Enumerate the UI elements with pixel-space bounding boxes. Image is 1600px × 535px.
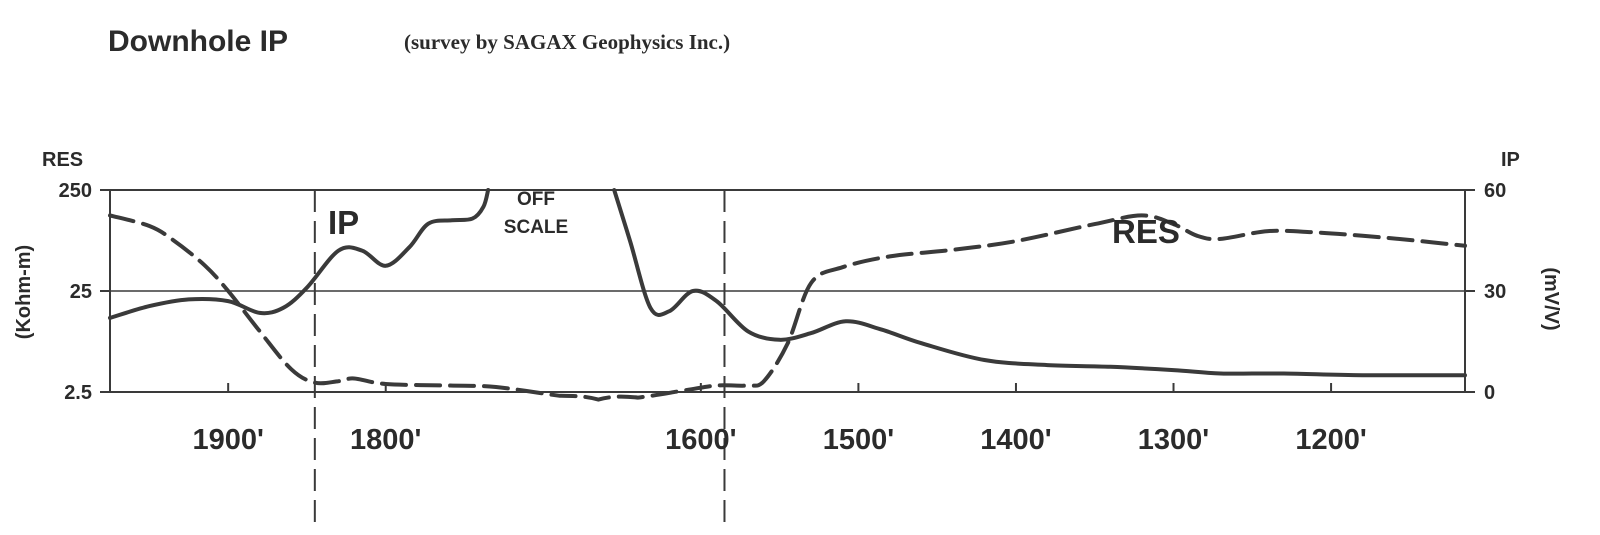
ip-series-label: IP bbox=[328, 204, 359, 241]
chart-subtitle: (survey by SAGAX Geophysics Inc.) bbox=[404, 30, 730, 54]
depth-markers bbox=[313, 190, 726, 530]
x-tick-label: 1900' bbox=[192, 424, 263, 456]
chart-title: Downhole IP bbox=[108, 25, 288, 58]
left-tick-label: 250 bbox=[59, 180, 92, 202]
ip-series-line-2 bbox=[612, 188, 1467, 378]
ip-series-line-1 bbox=[108, 188, 491, 320]
x-axis-ticks: 1900' 1800' 1600' 1500' 1400' 1300' 1200' bbox=[192, 383, 1367, 456]
left-axis-unit-label: (Kohm-m) bbox=[13, 245, 35, 339]
series-lines bbox=[108, 188, 1467, 402]
left-axis-top-label: RES bbox=[42, 149, 83, 171]
right-axis-unit-label: (mV/V) bbox=[1540, 267, 1562, 330]
res-series-line bbox=[108, 213, 1467, 402]
x-tick-label: 1200' bbox=[1295, 424, 1366, 456]
x-tick-label: 1800' bbox=[350, 424, 421, 456]
left-tick-label: 2.5 bbox=[64, 382, 92, 404]
x-tick-label: 1500' bbox=[823, 424, 894, 456]
left-tick-label: 25 bbox=[70, 281, 92, 303]
x-tick-label: 1300' bbox=[1138, 424, 1209, 456]
right-tick-label: 60 bbox=[1484, 180, 1506, 202]
right-tick-label: 30 bbox=[1484, 281, 1506, 303]
left-axis-ticks: 250 25 2.5 bbox=[59, 180, 110, 404]
right-axis-ticks: 60 30 0 bbox=[1465, 180, 1506, 404]
off-scale-label-line1: OFF bbox=[517, 189, 555, 210]
right-axis-top-label: IP bbox=[1501, 149, 1520, 171]
x-tick-label: 1400' bbox=[980, 424, 1051, 456]
x-tick-label: 1600' bbox=[665, 424, 736, 456]
res-series-label: RES bbox=[1112, 213, 1180, 250]
right-tick-label: 0 bbox=[1484, 382, 1495, 404]
off-scale-label-line2: SCALE bbox=[504, 217, 568, 238]
